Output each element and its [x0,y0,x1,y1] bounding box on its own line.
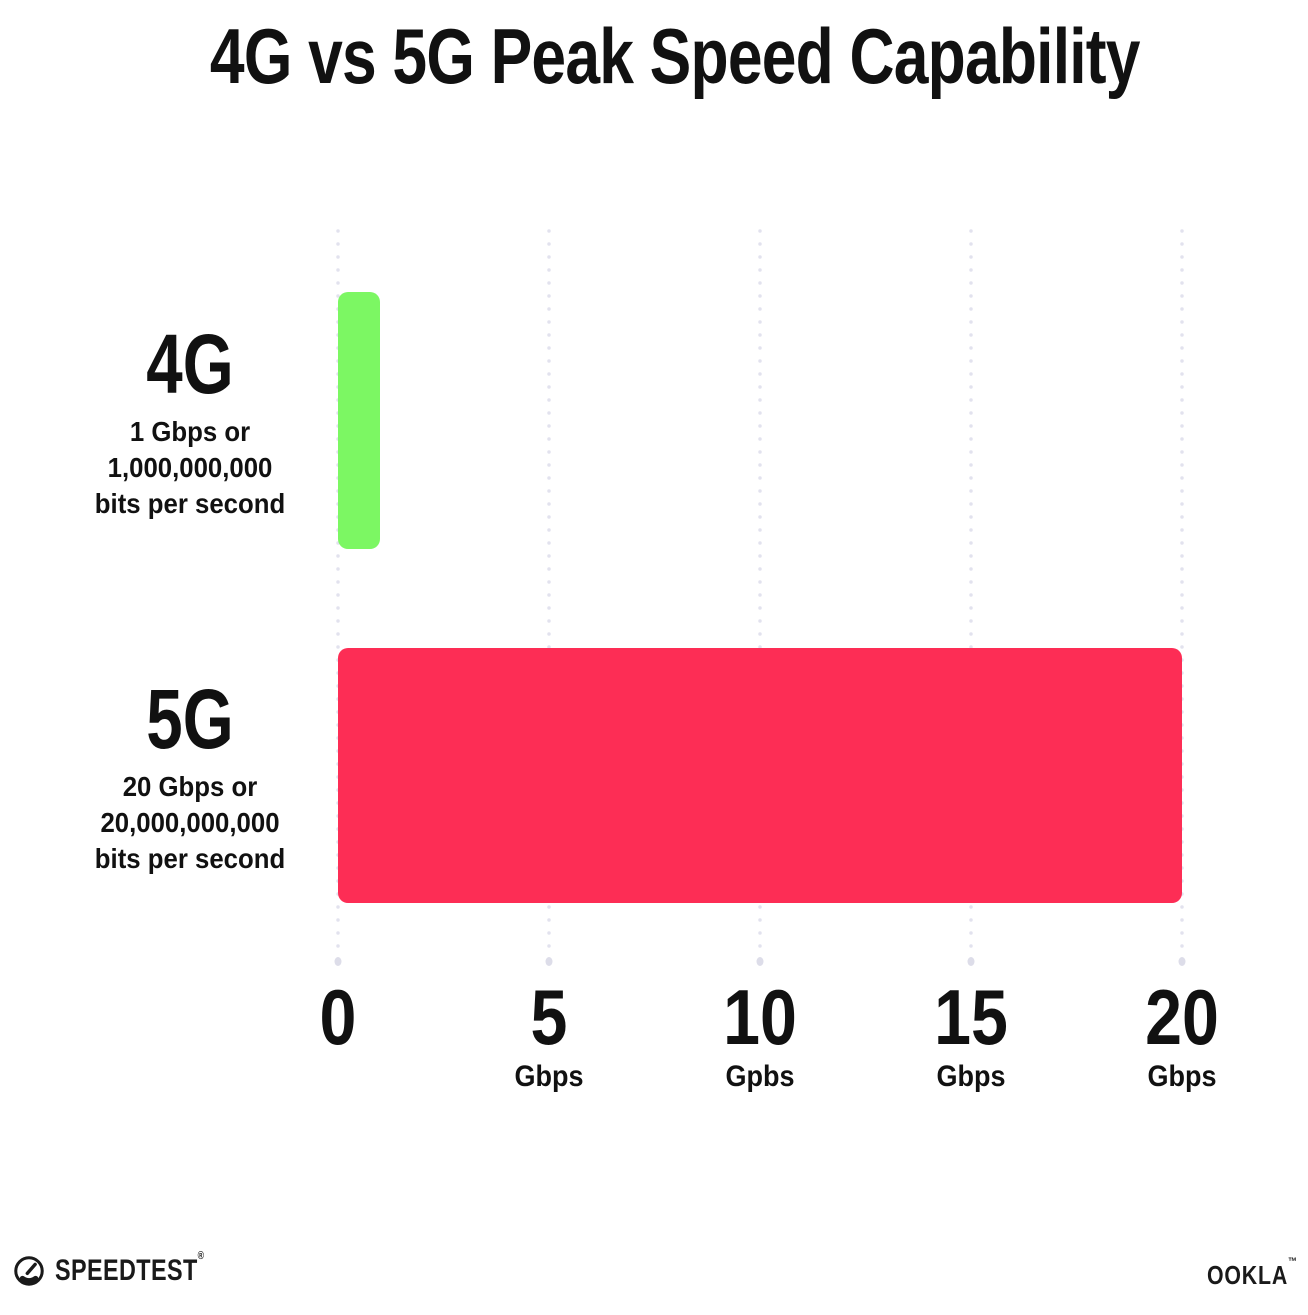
x-tick-value: 0 [319,973,357,1061]
chart-title: 4G vs 5G Peak Speed Capability [209,12,1141,100]
x-tick-unit: Gbps [936,1060,1006,1093]
x-tick-value: 5 [530,973,568,1061]
description-line: bits per second [94,488,286,519]
description-line: 20 Gbps or [122,771,258,802]
speedtest-logo: SPEEDTEST® [12,1250,246,1288]
speedtest-gauge-icon [12,1254,46,1288]
x-tick-unit: Gbps [1147,1060,1217,1093]
bar-5g [338,648,1182,903]
bar-4g [338,292,381,549]
x-tick-value: 10 [723,973,797,1061]
plot-area [336,225,1184,962]
category-name-4g: 4G [146,317,234,411]
x-tick-unit: Gpbs [725,1060,795,1093]
category-label-5g: 5G 20 Gbps or 20,000,000,000 bits per se… [30,677,350,877]
gridline-15 [969,225,973,962]
x-axis: 0 5 Gbps 10 Gpbs 15 Gbps 20 Gbps [320,978,1219,1108]
gridline-20 [1180,225,1184,962]
category-label-4g: 4G 1 Gbps or 1,000,000,000 bits per seco… [30,322,350,522]
gridline-5 [547,225,551,962]
gridline-0 [336,225,340,962]
category-description-5g: 20 Gbps or 20,000,000,000 bits per secon… [43,769,337,877]
description-line: 20,000,000,000 [100,807,280,838]
description-line: 1,000,000,000 [107,452,273,483]
ookla-wordmark: OOKLA [1207,1260,1289,1290]
x-tick-unit: Gbps [514,1060,584,1093]
x-tick-0: 0 [316,978,359,1092]
gridline-10 [758,225,762,962]
x-tick-15: 15 Gbps [928,978,1015,1092]
description-line: bits per second [94,843,286,874]
x-tick-value: 15 [934,973,1008,1061]
x-tick-5: 5 Gbps [511,978,588,1092]
ookla-trademark: ™ [1288,1256,1298,1268]
x-tick-20: 20 Gbps [1139,978,1226,1092]
speedtest-trademark: ® [197,1250,205,1262]
x-tick-10: 10 Gpbs [717,978,804,1092]
category-name-5g: 5G [146,672,234,766]
ookla-logo: OOKLA™ [1207,1256,1298,1291]
x-tick-unit [318,1062,357,1092]
speedtest-wordmark: SPEEDTEST® [55,1250,205,1287]
category-description-4g: 1 Gbps or 1,000,000,000 bits per second [43,414,337,522]
x-tick-value: 20 [1145,973,1219,1061]
description-line: 1 Gbps or [129,416,251,447]
